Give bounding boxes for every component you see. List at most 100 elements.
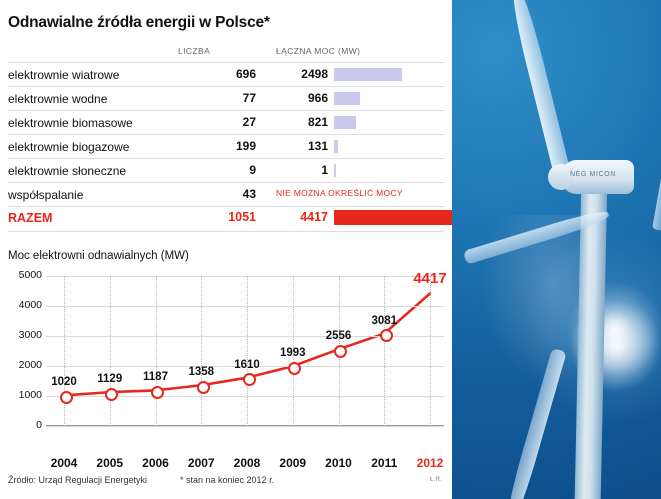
- data-point: [59, 390, 73, 404]
- data-point-label: 1358: [188, 366, 215, 379]
- y-axis-tick: 1000: [18, 389, 42, 401]
- table-row: elektrownie biomasowe 27 821: [8, 111, 444, 134]
- energy-table: LICZBA ŁĄCZNA MOC (MW) elektrownie wiatr…: [8, 42, 452, 232]
- gridline: [46, 426, 444, 427]
- x-axis-tick: 2007: [187, 456, 215, 470]
- data-point-label: 1129: [97, 373, 123, 386]
- row-power: 966: [307, 91, 328, 105]
- nacelle-label: NEG MICON: [570, 171, 616, 178]
- row-divider: [8, 206, 444, 207]
- y-axis-tick: 5000: [18, 269, 42, 281]
- row-power: 4417: [300, 210, 328, 224]
- row-count: 1051: [228, 210, 256, 224]
- data-point-label: 4417: [413, 269, 447, 287]
- row-divider: [8, 158, 444, 159]
- row-divider: [8, 110, 444, 111]
- row-divider: [8, 62, 444, 63]
- table-row: elektrownie wodne 77 966: [8, 87, 444, 110]
- x-gridline: [247, 276, 249, 426]
- row-divider: [8, 182, 444, 183]
- table-row: elektrownie biogazowe 199 131: [8, 135, 444, 158]
- x-axis-tick: 2005: [96, 456, 124, 470]
- infographic-panel: Odnawialne źródła energii w Polsce* LICZ…: [8, 14, 452, 485]
- x-gridline: [201, 276, 203, 426]
- row-bar: [334, 140, 338, 153]
- data-point: [242, 373, 256, 387]
- x-axis-tick: 2008: [233, 456, 261, 470]
- table-row: elektrownie słoneczne 9 1: [8, 159, 444, 182]
- x-axis-tick: 2012: [416, 456, 444, 470]
- x-gridline: [384, 276, 386, 426]
- row-bar: [334, 164, 336, 177]
- x-axis: [46, 425, 444, 426]
- row-label: elektrownie słoneczne: [8, 164, 127, 178]
- column-header-power: ŁĄCZNA MOC (MW): [276, 46, 361, 56]
- row-count: 9: [249, 163, 256, 177]
- x-axis-tick: 2006: [142, 456, 169, 470]
- data-point: [288, 361, 302, 375]
- line-chart: Moc elektrowni odnawialnych (MW) 0 1000 20…: [8, 250, 448, 470]
- table-row: elektrownie wiatrowe 696 2498: [8, 63, 444, 86]
- row-count: 27: [242, 115, 256, 129]
- row-label: elektrownie wiatrowe: [8, 68, 120, 82]
- row-bar: [334, 92, 361, 105]
- row-count: 43: [242, 187, 256, 201]
- footnote: * stan na koniec 2012 r.: [180, 475, 275, 485]
- row-divider: [8, 134, 444, 135]
- row-note: NIE MOŻNA OKREŚLIĆ MOCY: [276, 188, 403, 198]
- data-point-label: 2556: [325, 330, 352, 343]
- x-axis-tick: 2011: [371, 456, 398, 470]
- x-axis-tick: 2010: [325, 456, 352, 470]
- row-count: 696: [235, 67, 256, 81]
- row-count: 199: [235, 139, 256, 153]
- data-point: [334, 344, 347, 358]
- gridline: [46, 336, 444, 337]
- table-header: LICZBA ŁĄCZNA MOC (MW): [8, 42, 444, 62]
- gridline: [46, 396, 444, 397]
- y-axis-tick: 0: [36, 419, 42, 431]
- row-count: 77: [242, 91, 256, 105]
- row-bar: [334, 68, 402, 81]
- row-label: elektrownie biogazowe: [8, 140, 130, 154]
- turbine-hub: [548, 164, 574, 190]
- row-power: 2498: [301, 67, 328, 81]
- row-power: 1: [321, 163, 328, 177]
- row-divider: [8, 231, 444, 232]
- x-gridline: [292, 276, 295, 426]
- x-gridline: [430, 276, 432, 426]
- wind-turbine-photo: NEG MICON: [452, 0, 661, 499]
- row-label: elektrownie biomasowe: [8, 116, 133, 130]
- chart-title: Moc elektrowni odnawialnych (MW): [8, 250, 189, 262]
- row-bar: [334, 116, 357, 129]
- row-label: współspalanie: [8, 188, 84, 202]
- row-label: elektrownie wodne: [8, 92, 108, 106]
- y-axis-tick: 3000: [18, 329, 42, 341]
- data-point: [196, 380, 210, 394]
- data-point-label: 1020: [51, 376, 77, 389]
- data-point-label: 1187: [143, 371, 168, 384]
- gridline: [46, 366, 444, 367]
- data-point: [151, 385, 164, 399]
- row-divider: [8, 86, 444, 87]
- table-row: współspalanie 43 NIE MOŻNA OKREŚLIĆ MOCY: [8, 183, 444, 206]
- page-title: Odnawialne źródła energii w Polsce*: [8, 14, 270, 31]
- column-header-count: LICZBA: [178, 46, 211, 56]
- credit: Ł.R.: [430, 476, 442, 483]
- row-bar: [334, 210, 452, 225]
- x-gridline: [64, 276, 66, 426]
- x-gridline: [155, 276, 158, 426]
- turbine-nacelle: [562, 160, 634, 194]
- row-power: 131: [307, 139, 328, 153]
- x-gridline: [109, 276, 112, 426]
- chart-plot-area: 0 1000 2000 3000 4000 5000 1020 2004 1129 2005 118…: [19, 269, 447, 470]
- data-point: [379, 329, 393, 343]
- data-point-label: 1610: [234, 358, 260, 371]
- gridline: [46, 306, 444, 307]
- x-axis-tick: 2009: [279, 456, 307, 470]
- gridline: [46, 276, 444, 277]
- source-note: Źródło: Urząd Regulacji Energetyki: [8, 475, 148, 485]
- data-point: [105, 387, 119, 401]
- x-axis-tick: 2004: [50, 456, 78, 470]
- data-point-label: 3081: [371, 314, 398, 327]
- y-axis-tick: 4000: [18, 299, 42, 311]
